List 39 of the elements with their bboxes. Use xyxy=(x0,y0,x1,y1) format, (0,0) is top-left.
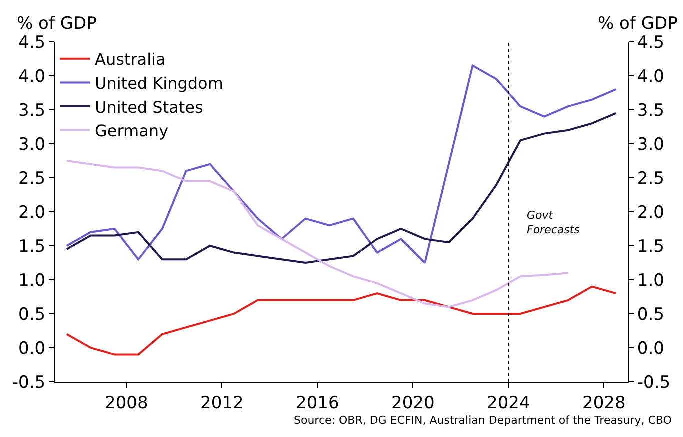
x-tick-label: 2016 xyxy=(296,393,340,414)
x-tick-label: 2020 xyxy=(391,393,435,414)
legend-label: United Kingdom xyxy=(95,74,224,93)
y-tick-label: 3.0 xyxy=(18,134,46,155)
x-tick-label: 2024 xyxy=(486,393,530,414)
legend-label: Germany xyxy=(95,122,169,141)
x-tick-label: 2008 xyxy=(104,393,148,414)
y-tick-label: 2.5 xyxy=(18,168,46,189)
y-tick-label: 0.5 xyxy=(18,304,46,325)
y2-tick-label: 1.5 xyxy=(637,236,664,257)
y2-tick-label: 1.0 xyxy=(637,270,664,291)
y-tick-label: 1.5 xyxy=(18,236,46,257)
y2-tick-label: -0.5 xyxy=(637,372,671,393)
y-tick-label: 0.0 xyxy=(18,338,46,359)
legend-label: Australia xyxy=(95,50,166,70)
y-tick-label: 4.5 xyxy=(18,32,46,53)
x-tick-label: 2012 xyxy=(200,393,244,414)
y2-tick-label: 4.5 xyxy=(637,32,664,53)
y-tick-label: -0.5 xyxy=(12,372,46,393)
y2-tick-label: 4.0 xyxy=(637,66,664,87)
y-tick-label: 1.0 xyxy=(18,270,46,291)
y2-tick-label: 3.5 xyxy=(637,100,664,121)
y2-axis-title: % of GDP xyxy=(598,14,678,34)
line-series xyxy=(66,286,618,356)
y2-tick-label: 2.0 xyxy=(637,202,664,223)
y2-tick-label: 2.5 xyxy=(637,168,664,189)
legend-label: United States xyxy=(95,98,204,117)
source-note: Source: OBR, DG ECFIN, Australian Department of the Treasury, CBO xyxy=(294,414,672,427)
y-tick-label: 2.0 xyxy=(18,202,46,223)
y-tick-label: 4.0 xyxy=(18,66,46,87)
line-series xyxy=(66,64,618,264)
annotation: Govt Forecasts xyxy=(527,209,580,236)
x-tick-label: 2028 xyxy=(582,393,626,414)
line-series xyxy=(66,112,618,264)
y-axis-title: % of GDP xyxy=(17,14,97,34)
y2-tick-label: 0.0 xyxy=(637,338,664,359)
y2-tick-label: 0.5 xyxy=(637,304,664,325)
y2-tick-label: 3.0 xyxy=(637,134,664,155)
y-tick-label: 3.5 xyxy=(18,100,46,121)
